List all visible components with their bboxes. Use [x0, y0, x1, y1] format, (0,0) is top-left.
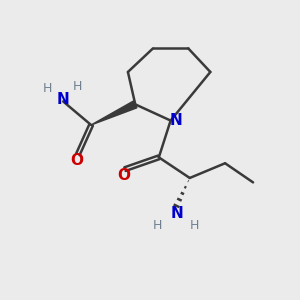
Text: N: N: [57, 92, 70, 107]
Text: H: H: [42, 82, 52, 95]
Polygon shape: [91, 101, 137, 125]
Text: N: N: [170, 206, 183, 221]
Text: H: H: [73, 80, 83, 93]
Text: H: H: [190, 219, 199, 232]
Text: O: O: [70, 153, 83, 168]
Text: O: O: [117, 168, 130, 183]
Text: N: N: [169, 113, 182, 128]
Text: H: H: [153, 219, 162, 232]
